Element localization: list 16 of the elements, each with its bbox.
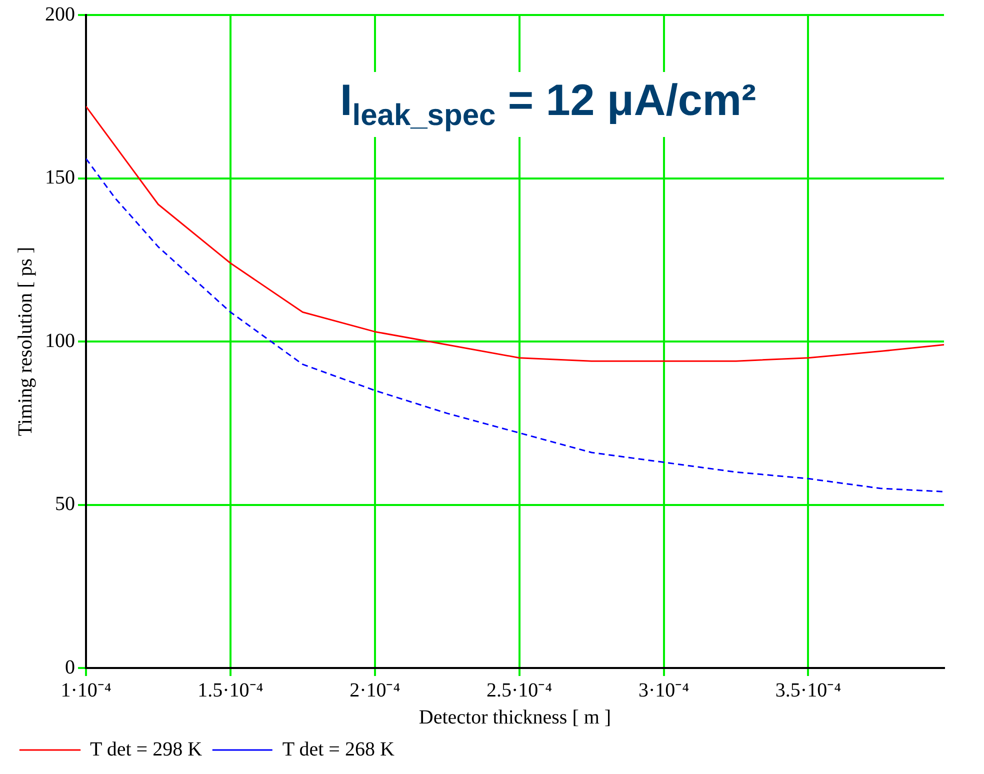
annotation: I$_{leak_spec}$ = 12 μA/cm² [330, 72, 766, 137]
x-axis-title: Detector thickness [ m ] [418, 706, 612, 728]
y-tick-label: 150 [45, 166, 75, 188]
y-tick-label: 50 [55, 493, 75, 515]
x-tick-label: 1.5·10⁻⁴ [198, 679, 264, 702]
x-tick-label: 3·10⁻⁴ [638, 679, 690, 702]
legend-label: T det = 298 K [90, 738, 203, 760]
legend-label: T det = 268 K [282, 738, 395, 760]
y-tick-label: 200 [45, 3, 75, 26]
x-tick-label: 3.5·10⁻⁴ [775, 679, 842, 702]
y-tick-label: 0 [65, 656, 75, 678]
x-tick-label: 1·10⁻⁴ [60, 679, 112, 702]
x-tick-label: 2.5·10⁻⁴ [486, 679, 552, 702]
y-tick-label: 100 [45, 330, 75, 352]
y-axis-title: Timing resolution [ ps ] [14, 246, 36, 436]
x-tick-label: 2·10⁻⁴ [350, 679, 400, 702]
